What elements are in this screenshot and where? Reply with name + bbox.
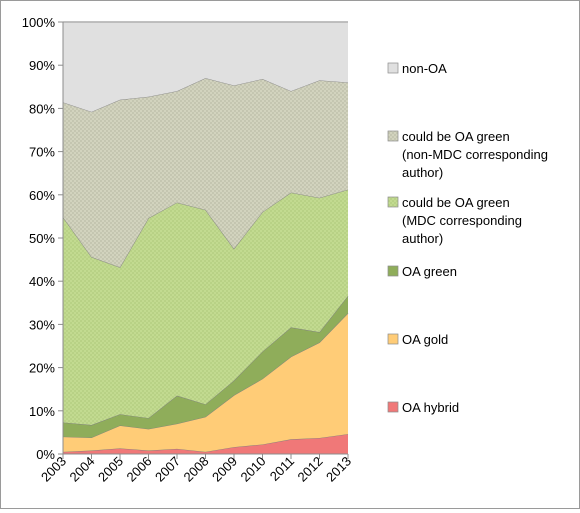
legend-swatch: [387, 333, 399, 345]
legend-swatch: [387, 130, 399, 142]
legend-swatch: [387, 401, 399, 413]
y-tick-label: 70%: [29, 145, 55, 160]
area-series-1: [63, 313, 348, 452]
y-tick-label: 80%: [29, 101, 55, 116]
x-tick-label: 2009: [209, 454, 240, 485]
area-series-3: [63, 189, 348, 426]
y-tick-label: 90%: [29, 58, 55, 73]
x-tick-label: 2013: [323, 454, 354, 485]
y-tick-label: 0%: [36, 447, 55, 462]
legend-label: author): [402, 231, 443, 246]
y-tick-label: 30%: [29, 317, 55, 332]
legend-label: (MDC corresponding: [402, 213, 522, 228]
x-tick-label: 2010: [238, 454, 269, 485]
area-series-4: [63, 78, 348, 268]
y-tick-label: 40%: [29, 274, 55, 289]
x-tick-label: 2006: [124, 454, 155, 485]
area-series-5: [63, 22, 348, 112]
x-tick-label: 2012: [295, 454, 326, 485]
legend-label: OA hybrid: [402, 400, 459, 415]
y-tick-label: 20%: [29, 361, 55, 376]
legend-label: (non-MDC corresponding: [402, 147, 548, 162]
area-series-0: [63, 434, 348, 454]
y-tick-label: 10%: [29, 404, 55, 419]
x-tick-label: 2005: [95, 454, 126, 485]
area-series: [62, 21, 349, 454]
x-tick-label: 2011: [267, 454, 297, 484]
legend-label: OA green: [402, 264, 457, 279]
legend-swatch: [387, 265, 399, 277]
y-tick-label: 50%: [29, 231, 55, 246]
legend-label: non-OA: [402, 61, 447, 76]
legend-label: could be OA green: [402, 129, 510, 144]
legend-swatch: [387, 196, 399, 208]
legend-label: author): [402, 165, 443, 180]
legend-label: OA gold: [402, 332, 448, 347]
legend-swatch: [387, 62, 399, 74]
y-tick-label: 100%: [22, 15, 56, 30]
x-tick-label: 2007: [152, 454, 183, 485]
x-tick-label: 2008: [181, 454, 212, 485]
x-tick-label: 2004: [67, 454, 98, 485]
y-tick-label: 60%: [29, 188, 55, 203]
legend: non-OA could be OA green (non-MDC correspo…: [387, 61, 548, 415]
legend-label: could be OA green: [402, 195, 510, 210]
area-series-2: [63, 295, 348, 438]
